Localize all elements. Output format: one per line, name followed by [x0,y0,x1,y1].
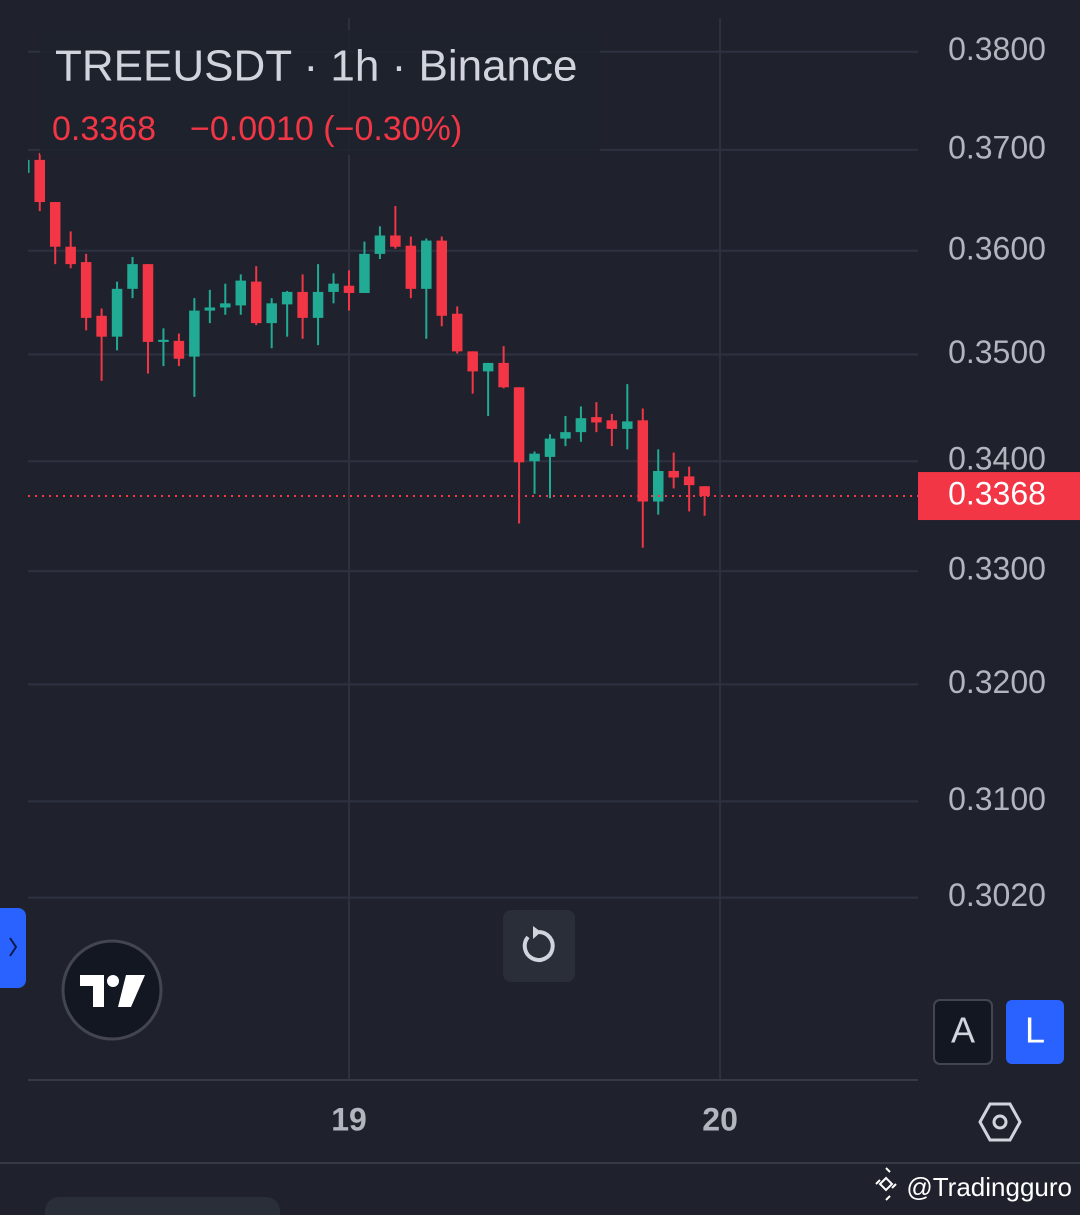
y-tick-label: 0.3800 [948,31,1046,67]
candle-body [436,240,448,316]
candle-body [529,453,540,462]
side-tab-chevron [9,937,18,957]
candle-body [498,362,509,388]
candle-body [652,470,664,502]
candle-body [220,303,231,308]
candle-body [34,159,46,203]
side-tab[interactable] [0,908,26,988]
y-tick-label: 0.3700 [948,129,1046,165]
candle-body [49,202,61,247]
candle-body [683,476,695,486]
candle-body [281,291,293,305]
candle-body [451,313,463,352]
reset-button[interactable] [503,910,575,982]
candle-body [343,285,355,293]
reset-icon-arrow [533,926,541,939]
candle-body [328,283,339,292]
candle-body [560,432,571,439]
candle-body [173,340,185,359]
candle-body [575,418,587,433]
settings-icon [992,1114,1008,1130]
y-tick-label: 0.3500 [948,334,1046,370]
candle-body [637,420,649,502]
candle-body [482,362,494,372]
log-scale-button[interactable] [1006,1000,1064,1064]
axes: 0.3020 0.3100 0.3200 0.3300 0.3400 0.3500 0.36… [331,31,1080,1137]
y-tick-label: 0.3200 [948,664,1046,700]
candle-body [250,281,262,324]
candle-body [127,264,138,289]
candle-body [266,303,277,324]
watermark: @Tradingguro [906,1172,1072,1202]
logo-mark [80,975,145,1007]
bottom-pill [45,1197,280,1215]
candle-body [28,159,30,173]
candle-body [158,339,169,342]
candle-body [142,264,154,342]
y-tick-label: 0.3020 [948,877,1046,913]
settings-button[interactable] [978,1102,1022,1142]
candle-body [591,417,602,423]
reset-icon [522,930,555,962]
y-tick-label: 0.3600 [948,230,1046,266]
candle-body [96,315,107,337]
candle-body [467,351,478,372]
candle-body [204,307,216,311]
y-tick-label: 0.3300 [948,551,1046,587]
watermark-icon [875,1167,897,1201]
candle-body [668,470,679,478]
candle-body [699,486,710,497]
log-scale-label: L [1025,1010,1045,1051]
candle-body [622,421,633,429]
candle-body [544,438,556,457]
candle-body [513,387,525,463]
candle-body [189,310,200,357]
logo[interactable] [61,939,163,1041]
last-price: 0.3368 [52,110,156,148]
x-tick-label: 19 [331,1101,367,1137]
y-tick-label: 0.3100 [948,781,1046,817]
candle-body [405,245,417,289]
candles [28,152,918,548]
candle-body [80,262,92,318]
candle-body [606,420,618,429]
candle-body [65,246,76,265]
chart-title: TREEUSDT · 1h · Binance [55,42,577,91]
candle-body [421,240,432,289]
candle-body [374,235,386,254]
price-change: −0.0010 (−0.30%) [190,110,462,148]
auto-scale-button[interactable] [933,999,993,1065]
last-price-badge-label: 0.3368 [948,476,1046,512]
x-tick-label: 20 [702,1101,738,1137]
candle-body [297,291,308,318]
candle-body [390,235,401,247]
candle-body [235,280,247,306]
auto-scale-label: A [951,1010,975,1051]
candle-body [359,253,370,293]
legend-backdrop [40,30,600,155]
last-price-badge [918,472,1080,521]
candle-body [312,291,324,318]
candle-body [111,288,123,337]
y-tick-label: 0.3400 [948,441,1046,477]
